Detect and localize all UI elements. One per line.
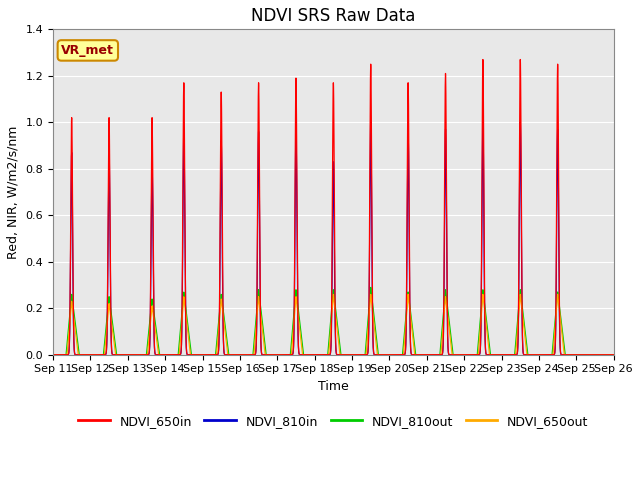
Title: NDVI SRS Raw Data: NDVI SRS Raw Data	[251, 7, 415, 25]
Legend: NDVI_650in, NDVI_810in, NDVI_810out, NDVI_650out: NDVI_650in, NDVI_810in, NDVI_810out, NDV…	[74, 410, 593, 433]
Text: VR_met: VR_met	[61, 44, 115, 57]
Y-axis label: Red, NIR, W/m2/s/nm: Red, NIR, W/m2/s/nm	[7, 125, 20, 259]
X-axis label: Time: Time	[318, 380, 349, 393]
